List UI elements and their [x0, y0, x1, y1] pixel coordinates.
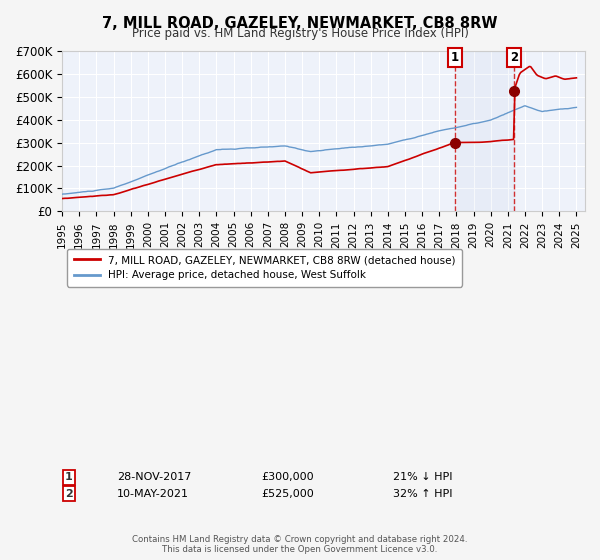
Text: 7, MILL ROAD, GAZELEY, NEWMARKET, CB8 8RW: 7, MILL ROAD, GAZELEY, NEWMARKET, CB8 8R…	[102, 16, 498, 31]
Text: £300,000: £300,000	[261, 472, 314, 482]
Text: Price paid vs. HM Land Registry's House Price Index (HPI): Price paid vs. HM Land Registry's House …	[131, 27, 469, 40]
Text: £525,000: £525,000	[261, 489, 314, 499]
Text: 32% ↑ HPI: 32% ↑ HPI	[393, 489, 452, 499]
Bar	[455, 51, 514, 212]
Text: 2: 2	[65, 489, 73, 499]
Text: 2: 2	[510, 51, 518, 64]
Text: 21% ↓ HPI: 21% ↓ HPI	[393, 472, 452, 482]
Text: Contains HM Land Registry data © Crown copyright and database right 2024.: Contains HM Land Registry data © Crown c…	[132, 535, 468, 544]
Text: 10-MAY-2021: 10-MAY-2021	[117, 489, 189, 499]
Text: 1: 1	[451, 51, 459, 64]
Text: 1: 1	[65, 472, 73, 482]
Text: This data is licensed under the Open Government Licence v3.0.: This data is licensed under the Open Gov…	[163, 545, 437, 554]
Text: 28-NOV-2017: 28-NOV-2017	[117, 472, 191, 482]
Legend: 7, MILL ROAD, GAZELEY, NEWMARKET, CB8 8RW (detached house), HPI: Average price, : 7, MILL ROAD, GAZELEY, NEWMARKET, CB8 8R…	[67, 249, 461, 287]
